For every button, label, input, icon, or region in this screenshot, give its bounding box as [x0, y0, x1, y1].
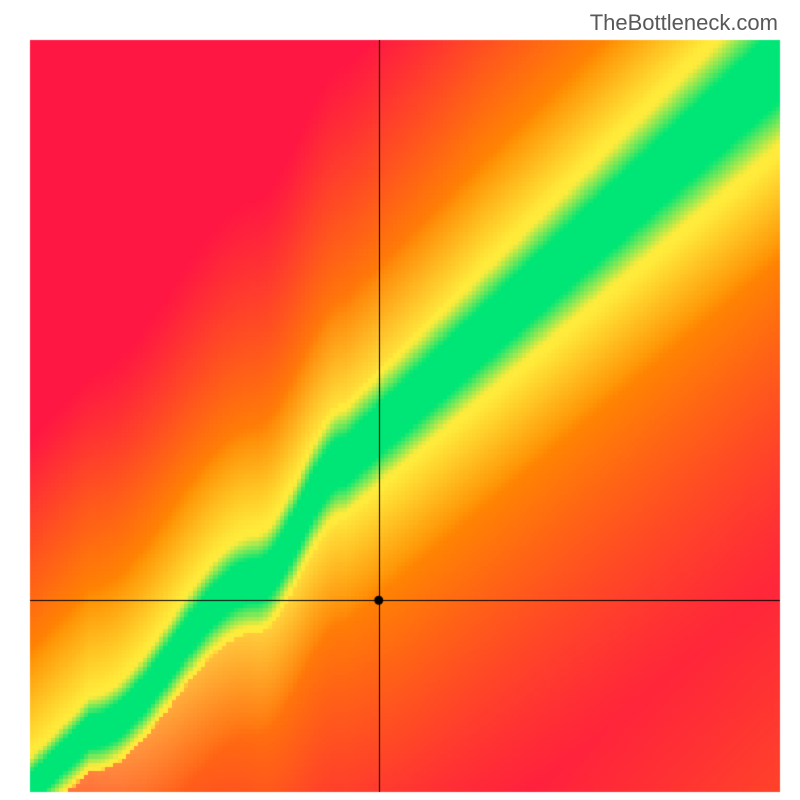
heatmap-canvas [0, 0, 800, 800]
watermark-text: TheBottleneck.com [590, 10, 778, 36]
chart-container: TheBottleneck.com [0, 0, 800, 800]
